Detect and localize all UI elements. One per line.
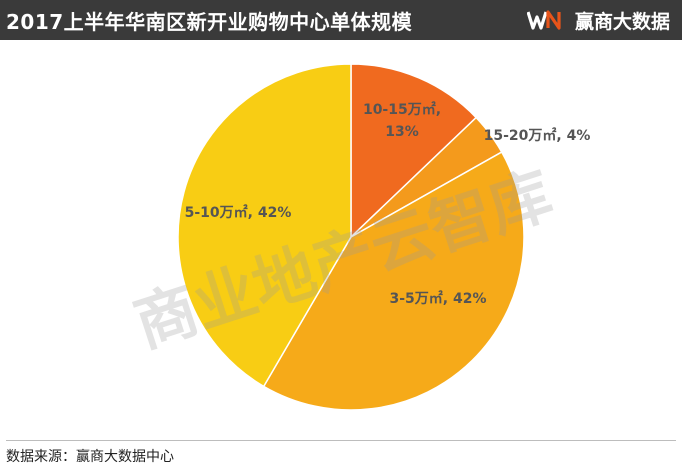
pie-slice-label: 5-10万㎡, 42%: [185, 204, 292, 221]
pie-slices: [177, 63, 525, 411]
winshang-logo-icon: [526, 10, 561, 30]
pie-slice-label-line: 5-10万㎡, 42%: [185, 204, 292, 221]
pie-slice-label-line: 13%: [385, 124, 419, 140]
pie-slice: [177, 63, 352, 388]
footer-divider: [6, 440, 676, 441]
chart-header: 2017上半年华南区新开业购物中心单体规模 赢商大数据: [0, 0, 682, 40]
pie-slice-label-line: 15-20万㎡, 4%: [484, 127, 591, 144]
pie-slice-label: 3-5万㎡, 42%: [390, 290, 487, 307]
pie-slice-label-line: 10-15万㎡,: [363, 101, 441, 118]
brand-name: 赢商大数据: [574, 10, 670, 33]
pie-chart-svg: 商业地产云智库 10-15万㎡, 13% 15-20万㎡, 4%3-5万㎡, 42%…: [126, 63, 591, 411]
data-source: 数据来源：赢商大数据中心: [6, 449, 174, 465]
chart-title: 2017上半年华南区新开业购物中心单体规模: [6, 9, 413, 34]
pie-slice-label: 10-15万㎡, 13%: [363, 101, 441, 140]
pie-slice-label: 15-20万㎡, 4%: [484, 127, 591, 144]
pie-slice-label-line: 3-5万㎡, 42%: [390, 290, 487, 307]
pie-slice: [262, 151, 525, 411]
brand: 赢商大数据: [526, 7, 682, 34]
pie-chart: 商业地产云智库 10-15万㎡, 13% 15-20万㎡, 4% 3-5万㎡, 42%…: [0, 40, 682, 435]
pie-labels: 10-15万㎡, 13% 15-20万㎡, 4% 3-5万㎡, 42% 5-10万㎡, …: [185, 101, 591, 307]
pie-slice: [350, 63, 478, 239]
